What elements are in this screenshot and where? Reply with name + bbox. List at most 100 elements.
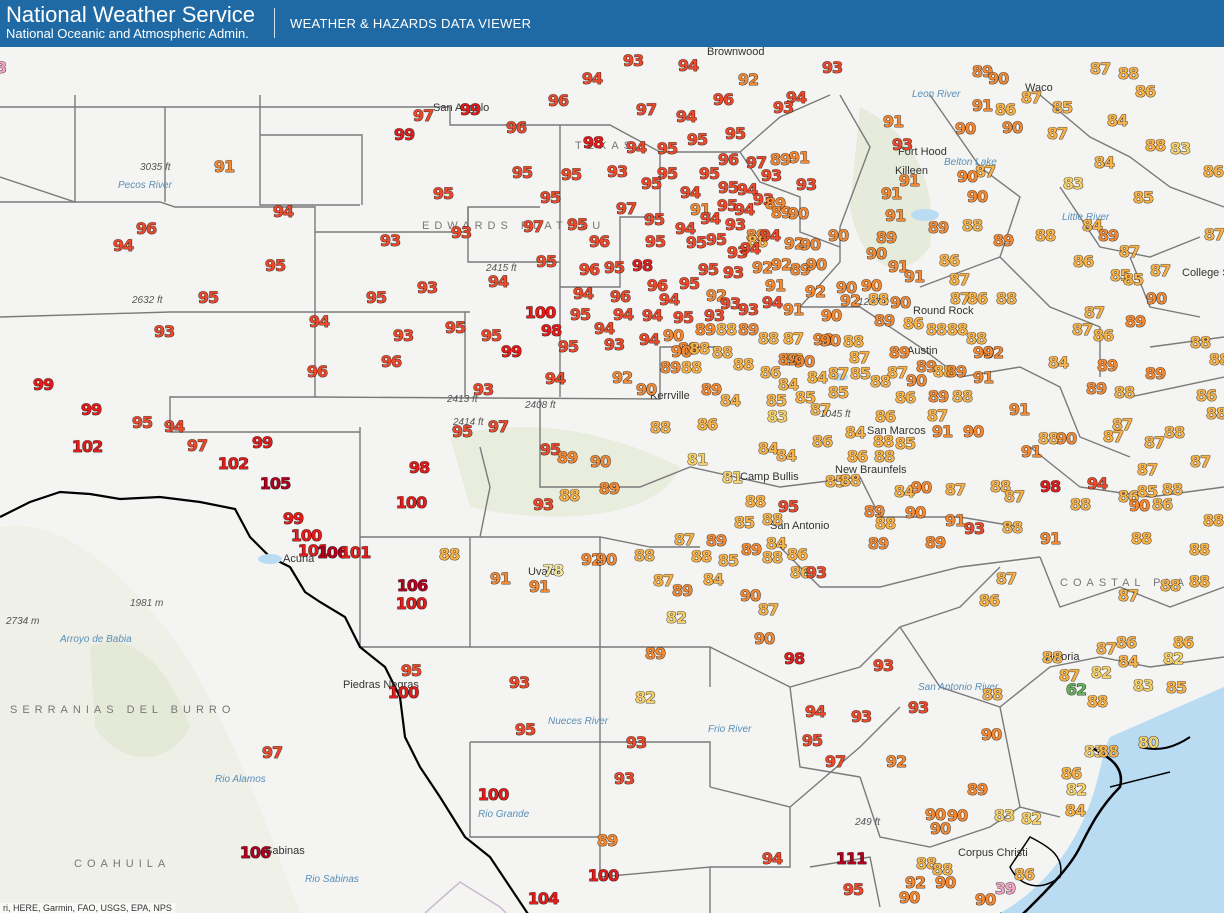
temperature-marker[interactable]: 90 — [934, 873, 957, 892]
temperature-marker[interactable]: 87 — [652, 571, 675, 590]
temperature-marker[interactable]: 89 — [924, 533, 947, 552]
temperature-marker[interactable]: 83 — [1132, 676, 1155, 695]
temperature-marker[interactable]: 101 — [339, 543, 371, 562]
temperature-marker[interactable]: 95 — [644, 232, 667, 251]
temperature-marker[interactable]: 85 — [794, 388, 817, 407]
temperature-marker[interactable]: 96 — [717, 150, 740, 169]
temperature-marker[interactable]: 91 — [971, 96, 994, 115]
temperature-marker[interactable]: 86 — [846, 447, 869, 466]
temperature-marker[interactable]: 87 — [1089, 59, 1112, 78]
temperature-marker[interactable]: 80 — [1137, 733, 1160, 752]
temperature-marker[interactable]: 95 — [777, 497, 800, 516]
temperature-marker[interactable]: 87 — [949, 289, 972, 308]
temperature-marker[interactable]: 94 — [733, 200, 756, 219]
temperature-marker[interactable]: 87 — [1118, 242, 1141, 261]
temperature-marker[interactable]: 97 — [615, 199, 638, 218]
temperature-marker[interactable]: 86 — [874, 407, 897, 426]
temperature-marker[interactable]: 93 — [703, 306, 726, 325]
temperature-marker[interactable]: 88 — [869, 372, 892, 391]
temperature-marker[interactable]: 94 — [761, 849, 784, 868]
temperature-marker[interactable]: 93 — [719, 294, 742, 313]
temperature-marker[interactable]: 97 — [412, 106, 435, 125]
temperature-marker[interactable]: 84 — [1093, 153, 1116, 172]
temperature-marker[interactable]: 88 — [1113, 383, 1136, 402]
temperature-marker[interactable]: 95 — [717, 178, 740, 197]
temperature-marker[interactable]: 99 — [459, 100, 482, 119]
temperature-marker[interactable]: 93 — [805, 563, 828, 582]
temperature-marker[interactable]: 88 — [1163, 423, 1186, 442]
temperature-marker[interactable]: 93 — [872, 656, 895, 675]
temperature-marker[interactable]: 93 — [379, 231, 402, 250]
temperature-marker[interactable]: 88 — [649, 418, 672, 437]
temperature-marker[interactable]: 104 — [527, 889, 559, 908]
temperature-marker[interactable]: 87 — [1020, 88, 1043, 107]
temperature-marker[interactable]: 93 — [963, 519, 986, 538]
temperature-marker[interactable]: 82 — [634, 688, 657, 707]
temperature-marker[interactable]: 90 — [1145, 289, 1168, 308]
temperature-marker[interactable]: 84 — [1117, 652, 1140, 671]
temperature-marker[interactable]: 86 — [1202, 162, 1224, 181]
temperature-marker[interactable]: 93 — [606, 162, 629, 181]
temperature-marker[interactable]: 85 — [1165, 678, 1188, 697]
temperature-marker[interactable]: 95 — [672, 308, 695, 327]
temperature-marker[interactable]: 93 — [450, 223, 473, 242]
temperature-marker[interactable]: 89 — [737, 320, 760, 339]
temperature-marker[interactable]: 98 — [783, 649, 806, 668]
temperature-marker[interactable]: 88 — [680, 358, 703, 377]
temperature-marker[interactable]: 88 — [1205, 404, 1224, 423]
temperature-marker[interactable]: 93 — [760, 166, 783, 185]
temperature-marker[interactable]: 90 — [898, 888, 921, 907]
temperature-marker[interactable]: 88 — [1202, 511, 1224, 530]
temperature-marker[interactable]: 93 — [772, 98, 795, 117]
temperature-marker[interactable]: 87 — [1083, 303, 1106, 322]
temperature-marker[interactable]: 88 — [711, 343, 734, 362]
temperature-marker[interactable]: 88 — [989, 477, 1012, 496]
temperature-marker[interactable]: 86 — [786, 545, 809, 564]
temperature-marker[interactable]: 89 — [769, 150, 792, 169]
temperature-marker[interactable]: 89 — [596, 831, 619, 850]
temperature-marker[interactable]: 86 — [1013, 865, 1036, 884]
temperature-marker[interactable]: 95 — [444, 318, 467, 337]
temperature-marker[interactable]: 84 — [1081, 216, 1104, 235]
temperature-marker[interactable]: 87 — [757, 600, 780, 619]
temperature-marker[interactable]: 96 — [588, 232, 611, 251]
temperature-marker[interactable]: 90 — [670, 342, 693, 361]
temperature-marker[interactable]: 86 — [938, 251, 961, 270]
temperature-marker[interactable]: 105 — [259, 474, 291, 493]
temperature-marker[interactable]: 95 — [566, 215, 589, 234]
temperature-marker[interactable]: 94 — [581, 69, 604, 88]
temperature-marker[interactable]: 90 — [956, 167, 979, 186]
temperature-marker[interactable]: 88 — [915, 854, 938, 873]
temperature-marker[interactable]: 88 — [995, 289, 1018, 308]
temperature-marker[interactable]: 101 — [297, 541, 329, 560]
temperature-marker[interactable]: 90 — [889, 293, 912, 312]
temperature-marker[interactable]: 94 — [1086, 474, 1109, 493]
temperature-marker[interactable]: 88 — [690, 547, 713, 566]
temperature-marker[interactable]: 95 — [640, 174, 663, 193]
temperature-marker[interactable]: 106 — [316, 543, 348, 562]
temperature-marker[interactable]: 86 — [789, 563, 812, 582]
temperature-marker[interactable]: 94 — [679, 183, 702, 202]
temperature-marker[interactable]: 88 — [1188, 540, 1211, 559]
temperature-marker[interactable]: 92 — [751, 258, 774, 277]
temperature-marker[interactable]: 78 — [542, 561, 565, 580]
temperature-marker[interactable]: 88 — [715, 320, 738, 339]
temperature-marker[interactable]: 88 — [761, 548, 784, 567]
temperature-marker[interactable]: 85 — [824, 472, 847, 491]
temperature-marker[interactable]: 88 — [1144, 136, 1167, 155]
temperature-marker[interactable]: 90 — [819, 331, 842, 350]
temperature-marker[interactable]: 89 — [705, 531, 728, 550]
temperature-marker[interactable]: 84 — [777, 375, 800, 394]
temperature-marker[interactable]: 90 — [805, 255, 828, 274]
temperature-marker[interactable]: 95 — [569, 305, 592, 324]
temperature-marker[interactable]: 91 — [880, 184, 903, 203]
temperature-marker[interactable]: 87 — [1143, 433, 1166, 452]
temperature-marker[interactable]: 93 — [907, 698, 930, 717]
temperature-marker[interactable]: 82 — [1065, 780, 1088, 799]
temperature-marker[interactable]: 87 — [1095, 639, 1118, 658]
temperature-marker[interactable]: 95 — [685, 233, 708, 252]
temperature-marker[interactable]: 91 — [884, 206, 907, 225]
temperature-marker[interactable]: 88 — [1097, 742, 1120, 761]
temperature-marker[interactable]: 92 — [885, 752, 908, 771]
temperature-marker[interactable]: 92 — [611, 368, 634, 387]
